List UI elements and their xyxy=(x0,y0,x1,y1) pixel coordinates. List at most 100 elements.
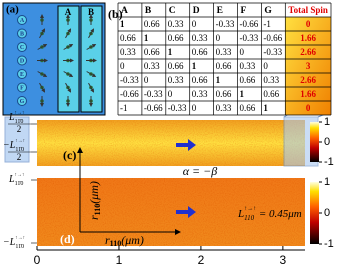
table-cell: 1.66 xyxy=(300,89,316,99)
table-cell: 0.66 xyxy=(240,103,256,113)
colorbar-tick-label: -1 xyxy=(324,156,334,168)
site xyxy=(17,28,27,39)
table-cell: 0.66 xyxy=(144,47,160,57)
table-cell: 0.33 xyxy=(192,89,208,99)
x-tick-label: 1 xyxy=(116,253,123,267)
table-cell: 1 xyxy=(263,103,268,113)
side-label: −L11̄0 ↑→↑ xyxy=(3,236,25,250)
subscript: 110 xyxy=(244,214,254,222)
unit: (μm) xyxy=(121,233,144,247)
table-cell: 0 xyxy=(168,89,173,99)
site-label: B xyxy=(20,31,24,37)
table-cell: 1.66 xyxy=(300,33,316,43)
site-label: A xyxy=(20,18,25,24)
subscript: 110 xyxy=(110,239,122,248)
table-cell: 0.33 xyxy=(144,61,160,71)
table-header: A xyxy=(121,6,128,16)
table-cell: -1 xyxy=(120,103,128,113)
table-cell: 1 xyxy=(240,89,245,99)
sign: − xyxy=(3,237,10,248)
table-cell: 0.66 xyxy=(192,47,208,57)
table-cell: 0 xyxy=(306,103,311,113)
panel-label: (d) xyxy=(60,232,75,246)
subscript: 11̄0 xyxy=(15,147,24,153)
table-cell: -0.66 xyxy=(263,33,282,43)
table-cell: 0.66 xyxy=(120,33,136,43)
table-cell: 0 xyxy=(144,75,149,85)
symbol: r xyxy=(87,215,101,220)
table-cell: 0 xyxy=(216,33,221,43)
x-tick-label: 3 xyxy=(280,253,287,267)
table-cell: 1 xyxy=(168,47,173,57)
x-axis-label: r110(μm) xyxy=(105,233,144,248)
spin-vector xyxy=(88,82,95,93)
subscript: 11̄0 xyxy=(15,181,24,187)
spin-vector xyxy=(63,71,74,78)
table-cell: 0.33 xyxy=(192,33,208,43)
table-cell: 1 xyxy=(120,19,125,29)
sign: − xyxy=(3,140,10,151)
site-label: F xyxy=(20,85,24,91)
superscript: ↑→↑ xyxy=(244,206,256,212)
spin-vector xyxy=(65,28,71,39)
table-cell: 0 xyxy=(192,19,197,29)
site xyxy=(17,15,27,25)
table-cell: 0.66 xyxy=(216,61,232,71)
table-cell: 1 xyxy=(192,61,197,71)
table-cell: 0.33 xyxy=(263,75,279,85)
spin-vector xyxy=(86,43,97,50)
superscript: ↑→↑ xyxy=(14,111,24,116)
table-cell: -0.33 xyxy=(216,19,235,29)
site xyxy=(17,42,27,52)
symbol: L xyxy=(237,208,244,220)
spin-vector xyxy=(88,28,94,39)
spin-vector xyxy=(86,71,97,78)
table-cell: 0.33 xyxy=(216,47,232,57)
superscript: ↑→↑ xyxy=(15,236,25,241)
annotation: α = −β xyxy=(183,164,217,178)
panel-label: (c) xyxy=(63,148,76,162)
table-cell: -0.33 xyxy=(263,47,282,57)
spin-vector xyxy=(37,44,48,50)
colorbar-tick-label: -1 xyxy=(324,238,334,250)
side-label: −L11̄0 ↑→↑ xyxy=(3,139,25,153)
table-header: G xyxy=(264,6,272,16)
symbol: L xyxy=(9,237,16,248)
spin-vector xyxy=(65,82,72,93)
unit: (μm) xyxy=(87,181,101,204)
table-cell: -0.33 xyxy=(120,75,139,85)
table-cell: 0.33 xyxy=(240,61,256,71)
symbol: L xyxy=(9,140,16,151)
site-label: D xyxy=(20,58,25,64)
subscript: 110 xyxy=(93,204,102,216)
table-cell: 1 xyxy=(144,33,149,43)
spin-vector xyxy=(39,28,45,39)
table-header: E xyxy=(217,6,223,16)
site-label: C xyxy=(20,45,24,51)
table-header: B xyxy=(145,6,152,16)
column-label: A xyxy=(65,7,72,17)
table-cell: -0.66 xyxy=(240,19,259,29)
table-cell: -0.66 xyxy=(144,103,163,113)
side-label-denominator: 2 xyxy=(17,124,22,134)
x-tick-label: 2 xyxy=(198,253,205,267)
site xyxy=(17,96,27,106)
symbol: r xyxy=(105,233,110,247)
table-cell: 0.66 xyxy=(216,89,232,99)
table-cell: -0.33 xyxy=(240,33,259,43)
heatmap-d-noise xyxy=(37,178,305,246)
colorbar-tick-label: 0 xyxy=(324,207,330,219)
side-label: L11̄0 ↑→↑ xyxy=(8,173,24,187)
table-cell: 0.66 xyxy=(144,19,160,29)
table-header: Total Spin xyxy=(288,5,327,15)
table-cell: -1 xyxy=(263,19,271,29)
heatmap-c-noise xyxy=(37,120,305,166)
table-cell: 0 xyxy=(240,47,245,57)
table-cell: 0.66 xyxy=(240,75,256,85)
table-header: C xyxy=(169,6,176,16)
table-cell: 0.66 xyxy=(192,75,208,85)
table-cell: -0.33 xyxy=(144,89,163,99)
table-cell: 0.33 xyxy=(168,75,184,85)
subscript: 11̄0 xyxy=(15,119,24,125)
